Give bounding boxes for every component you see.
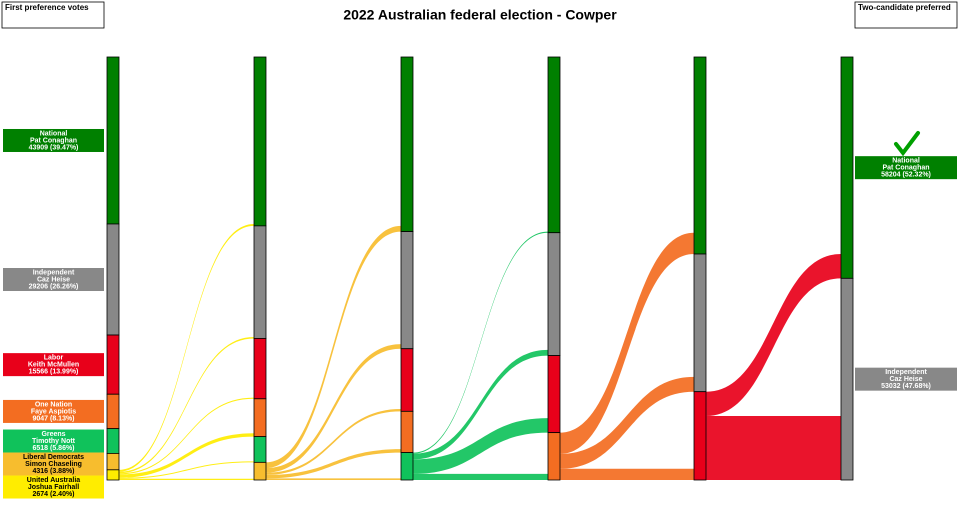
vote-segment <box>840 277 854 481</box>
flow <box>119 336 254 474</box>
flow <box>119 478 254 480</box>
flow <box>119 223 254 472</box>
flow <box>413 418 548 474</box>
candidate-label: Pat Conaghan <box>30 137 77 144</box>
candidate-label: Faye Aspiotis <box>31 408 76 415</box>
vote-segment <box>400 56 414 232</box>
flows <box>119 223 841 480</box>
candidate-label: Liberal Democrats <box>23 454 84 461</box>
candidate-label: Independent <box>33 269 75 276</box>
vote-segment <box>253 398 267 438</box>
left-box-label: First preference votes <box>5 3 89 12</box>
candidate-label: 29206 (26.26%) <box>29 283 79 290</box>
flow <box>413 473 548 480</box>
candidate-label-box <box>855 156 957 180</box>
right-box-label: Two-candidate preferred <box>858 3 951 12</box>
vote-segment <box>547 232 561 356</box>
candidate-label: Timothy Nott <box>32 438 76 445</box>
candidate-label-box <box>3 268 104 292</box>
flow <box>560 232 694 454</box>
candidate-label: National <box>892 158 920 165</box>
vote-segment <box>693 56 707 255</box>
candidate-label: Simon Chaseling <box>25 461 82 468</box>
flow <box>119 433 254 478</box>
vote-segment <box>547 355 561 434</box>
winner-check <box>894 131 920 157</box>
vote-segment <box>547 432 561 481</box>
candidate-label: 43909 (39.47%) <box>29 144 79 151</box>
flow <box>413 349 548 460</box>
candidate-label-box <box>3 128 104 152</box>
flow <box>266 344 401 473</box>
flow <box>706 254 841 417</box>
title: 2022 Australian federal election - Cowpe… <box>343 7 617 23</box>
vote-segment <box>106 393 120 430</box>
candidate-label: 2674 (2.40%) <box>32 491 74 498</box>
candidate-label: Labor <box>44 354 64 361</box>
flow <box>560 376 694 469</box>
candidate-label-box <box>3 475 104 499</box>
candidate-label: 53032 (47.68%) <box>881 383 931 390</box>
flow <box>413 231 548 454</box>
vote-segment <box>400 410 414 453</box>
flow <box>266 478 401 480</box>
right-box <box>854 1 958 29</box>
candidate-label: Independent <box>885 369 927 376</box>
vote-segment <box>106 223 120 336</box>
vote-segment <box>400 452 414 481</box>
vote-segment <box>253 436 267 463</box>
candidate-label: United Australia <box>27 477 81 484</box>
vote-segment <box>253 56 267 227</box>
vote-segment <box>106 56 120 225</box>
candidate-label-box <box>3 399 104 423</box>
candidate-label: Keith McMullen <box>28 361 79 368</box>
flow <box>119 461 254 479</box>
candidate-label: One Nation <box>35 401 72 408</box>
vote-segment <box>400 231 414 350</box>
flow <box>560 468 694 480</box>
candidate-label-box <box>3 452 104 476</box>
vote-segment <box>106 453 120 471</box>
vote-segment <box>106 334 120 395</box>
columns <box>106 56 854 481</box>
candidate-label: 6518 (5.86%) <box>32 445 74 452</box>
candidate-label-box <box>3 353 104 377</box>
candidate-label-box <box>855 367 957 391</box>
vote-segment <box>106 469 120 481</box>
vote-segment <box>547 56 561 234</box>
candidate-label: Joshua Fairhall <box>28 484 79 491</box>
candidate-label: 4316 (3.88%) <box>32 468 74 475</box>
candidate-label: Caz Heise <box>37 276 70 283</box>
candidate-label: Pat Conaghan <box>882 165 929 172</box>
flow <box>266 225 401 469</box>
vote-segment <box>106 428 120 454</box>
candidate-label: Greens <box>41 431 65 438</box>
vote-segment <box>253 338 267 400</box>
candidate-label-box <box>3 429 104 453</box>
candidate-label: 9047 (8.13%) <box>32 415 74 422</box>
vote-segment <box>693 253 707 393</box>
vote-segment <box>253 461 267 481</box>
candidate-label: 15566 (13.99%) <box>29 368 79 375</box>
candidate-label: Caz Heise <box>889 376 922 383</box>
flow <box>266 409 401 475</box>
vote-segment <box>693 391 707 481</box>
vote-segment <box>400 348 414 412</box>
flow <box>266 449 401 479</box>
left-box <box>1 1 105 29</box>
flow <box>706 416 841 480</box>
candidate-label: 58204 (52.32%) <box>881 172 931 179</box>
flow <box>119 397 254 475</box>
vote-segment <box>840 56 854 279</box>
vote-segment <box>253 225 267 339</box>
candidate-label: National <box>40 130 68 137</box>
